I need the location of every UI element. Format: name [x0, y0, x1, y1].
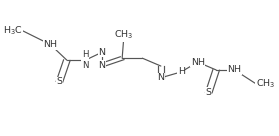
Text: NH: NH — [228, 65, 242, 74]
Text: H
N: H N — [82, 50, 88, 70]
Text: N: N — [157, 73, 164, 82]
Text: S: S — [206, 88, 212, 97]
Text: N: N — [98, 61, 105, 69]
Text: NH: NH — [191, 58, 205, 67]
Text: S: S — [56, 77, 62, 86]
Text: CH$_3$: CH$_3$ — [256, 77, 275, 90]
Text: NH: NH — [43, 40, 57, 49]
Text: N: N — [98, 48, 105, 57]
Text: CH$_3$: CH$_3$ — [114, 28, 134, 41]
Text: H$_3$C: H$_3$C — [3, 24, 23, 37]
Text: H: H — [178, 67, 185, 76]
